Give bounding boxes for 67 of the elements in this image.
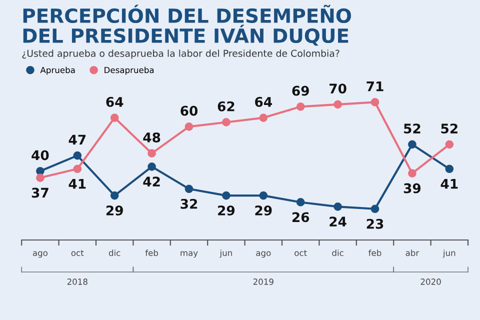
point	[445, 164, 454, 174]
x-tick-label: dic	[108, 250, 120, 256]
data-label: 29	[106, 206, 123, 216]
x-tick-label: ago	[32, 251, 48, 258]
data-label: 37	[32, 188, 48, 198]
point	[259, 191, 268, 200]
x-tick-label: jun	[220, 250, 232, 258]
text: 2020	[420, 278, 441, 285]
point	[408, 169, 416, 178]
chart-subtitle: ¿Usted aprueba o desaprueba la labor del Presidente de Colombia?	[22, 50, 340, 59]
data-label: 32	[180, 198, 198, 209]
x-tick-label: feb	[145, 250, 158, 256]
data-label: 62	[218, 101, 234, 112]
data-label: 26	[292, 212, 310, 222]
x-tick-label: may	[180, 251, 198, 258]
point	[222, 118, 230, 126]
data-label: 41	[68, 179, 86, 189]
point	[110, 191, 119, 200]
data-label: 41	[440, 179, 458, 189]
point	[148, 149, 156, 158]
legend-label: Desaprueba	[104, 66, 154, 75]
x-tick-label: ago	[256, 251, 271, 258]
chart-title: PERCEPCIÓN DEL DESEMPEÑO DEL PRESIDENTE IVÁN DUQUE	[23, 4, 351, 46]
point	[222, 191, 230, 200]
point	[184, 122, 194, 131]
point	[296, 102, 305, 111]
data-label: 70	[330, 84, 346, 94]
text: 2018	[67, 278, 88, 285]
point	[73, 164, 82, 174]
data-label: 71	[366, 82, 384, 92]
point	[296, 198, 305, 206]
point	[334, 100, 342, 109]
data-label: 52	[441, 124, 458, 134]
data-label: 42	[143, 176, 160, 186]
x-tick-label: oct	[294, 250, 307, 256]
data-label: 69	[292, 86, 309, 96]
point	[184, 184, 194, 194]
data-label: 24	[330, 216, 346, 226]
point	[370, 98, 380, 106]
legend-label: Aprueba	[40, 66, 75, 75]
x-tick-label: abr	[406, 250, 420, 256]
data-label: 29	[218, 206, 235, 216]
data-label: 47	[68, 134, 86, 144]
data-label: 23	[366, 218, 384, 229]
x-tick-label: dic	[332, 250, 344, 256]
x-tick-label: oct	[71, 250, 84, 256]
point	[110, 114, 119, 122]
point	[445, 140, 454, 149]
x-tick-label: feb	[368, 250, 382, 256]
point	[36, 174, 44, 182]
point	[259, 114, 268, 122]
point	[334, 202, 342, 211]
x-tick-label: jun	[442, 250, 456, 258]
point	[408, 140, 416, 149]
point	[148, 162, 156, 171]
data-label: 64	[255, 96, 272, 107]
point	[36, 166, 44, 176]
point	[73, 151, 82, 160]
text: 2019	[253, 278, 274, 285]
data-label: 64	[106, 96, 124, 107]
data-label: 29	[255, 206, 272, 216]
data-label: 40	[32, 150, 49, 160]
data-label: 39	[404, 183, 421, 194]
point	[370, 204, 380, 214]
data-label: 52	[404, 124, 420, 134]
data-label: 60	[180, 106, 198, 116]
data-label: 48	[143, 132, 160, 142]
